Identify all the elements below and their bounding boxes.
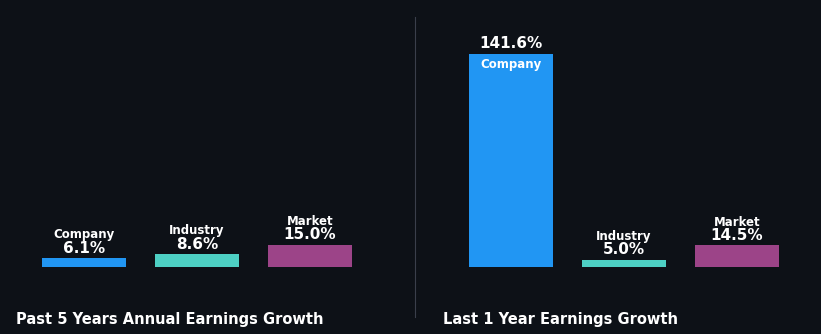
Text: 141.6%: 141.6% [479,36,543,51]
Text: 5.0%: 5.0% [603,242,645,257]
Text: 8.6%: 8.6% [176,237,218,252]
Text: Industry: Industry [169,224,225,237]
Bar [695,245,779,267]
Text: Past 5 Years Annual Earnings Growth: Past 5 Years Annual Earnings Growth [16,312,324,327]
Bar [268,244,352,267]
Text: Industry: Industry [596,230,652,243]
Text: 14.5%: 14.5% [710,228,764,243]
Text: Last 1 Year Earnings Growth: Last 1 Year Earnings Growth [443,312,678,327]
Text: 15.0%: 15.0% [283,227,337,242]
Bar [154,254,240,267]
Text: Market: Market [713,215,760,228]
Text: 6.1%: 6.1% [63,240,105,256]
Bar [42,258,126,267]
Text: Company: Company [53,228,115,241]
Text: Company: Company [480,58,542,71]
Text: Market: Market [287,215,333,228]
Bar [469,54,553,267]
Bar [581,260,667,267]
